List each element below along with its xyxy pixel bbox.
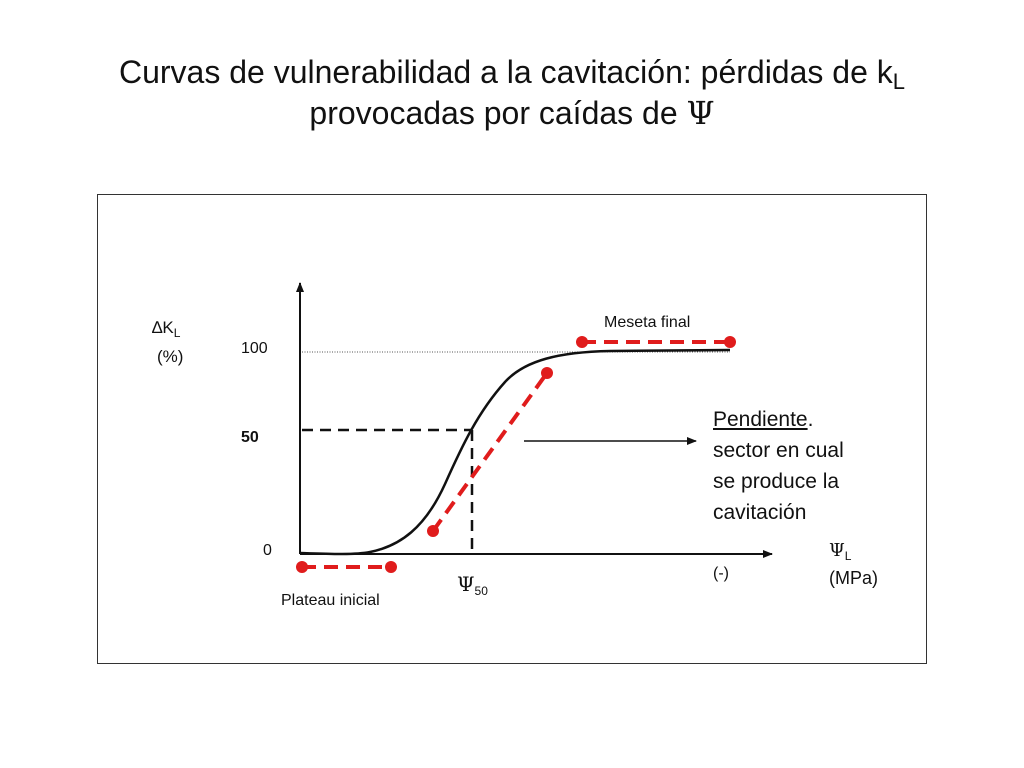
pendiente-line-1: sector en cual <box>713 439 844 462</box>
pendiente-bottom-point <box>427 525 439 537</box>
y-axis-symbol: ∆KL <box>152 318 181 340</box>
psi50-label: Ψ50 <box>457 572 488 598</box>
pendiente-segment <box>431 371 549 533</box>
x-axis-unit: (MPa) <box>829 568 878 588</box>
x-axis-direction: (-) <box>713 565 729 582</box>
plateau-inicial-label: Plateau inicial <box>281 592 380 609</box>
meseta-final-label: Meseta final <box>604 314 691 331</box>
y-axis-unit: (%) <box>157 347 184 366</box>
plateau-end-point <box>385 561 397 573</box>
x-axis-symbol: ΨL <box>829 540 852 563</box>
pendiente-top-point <box>541 367 553 379</box>
slide-title: Curvas de vulnerabilidad a la cavitación… <box>0 52 1024 134</box>
diagram-frame <box>97 194 927 664</box>
y-tick-100: 100 <box>241 340 268 357</box>
pendiente-line-2: se produce la <box>713 470 840 493</box>
pendiente-annotation: Pendiente. sector en cual se produce la … <box>713 404 844 528</box>
plateau-start-point <box>296 561 308 573</box>
vulnerability-curve <box>299 348 731 556</box>
meseta-end-point <box>724 336 736 348</box>
title-line-2: provocadas por caídas de Ψ <box>309 94 715 132</box>
pendiente-line-3: cavitación <box>713 501 807 524</box>
meseta-start-point <box>576 336 588 348</box>
psi-symbol: Ψ <box>686 94 715 132</box>
pendiente-word: Pendiente <box>713 408 808 431</box>
y-tick-50: 50 <box>241 429 259 446</box>
title-line-1: Curvas de vulnerabilidad a la cavitación… <box>118 54 906 94</box>
y-tick-0: 0 <box>263 542 272 559</box>
